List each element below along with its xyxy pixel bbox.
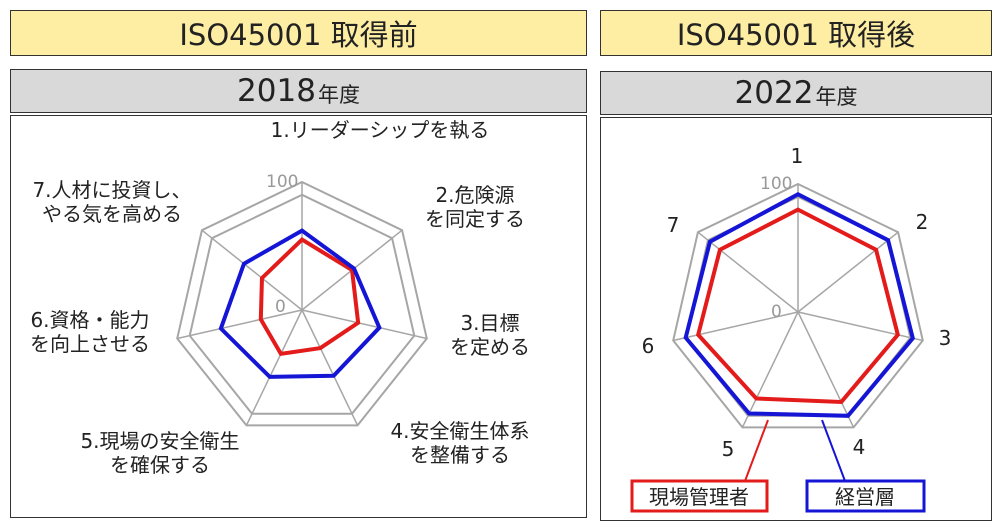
radar-spoke: [301, 309, 359, 426]
tick-label-0: 0: [275, 297, 286, 317]
axis-label-7: やる気を高める: [42, 202, 182, 226]
series-executive-line: [218, 228, 382, 379]
radar-spoke: [301, 309, 427, 340]
right-year-bar: 2022 年度: [600, 71, 992, 115]
legend-box-executive: [805, 479, 926, 513]
radar-spoke: [177, 309, 303, 340]
axis-label-3: 3: [939, 326, 952, 350]
legend-leader-executive: [821, 419, 846, 482]
axis-label-5: 5.現場の安全衛生: [80, 429, 239, 453]
axis-label-4: 4: [853, 435, 866, 459]
left-year-suffix: 年度: [317, 83, 360, 107]
axis-label-6: 6.資格・能力: [30, 308, 149, 332]
axis-label-4: を整備する: [410, 443, 510, 467]
right-header-text: ISO45001 取得後: [676, 18, 916, 52]
radar-spoke: [797, 311, 923, 342]
right-year-suffix: 年度: [815, 85, 858, 109]
legend-leader-manager: [744, 419, 769, 482]
radar-ring-2: [188, 193, 416, 415]
left-year: 2018: [237, 73, 316, 109]
right-header: ISO45001 取得後: [600, 10, 992, 56]
axis-label-7: 7.人材に投資し、: [32, 178, 191, 202]
axis-label-2: 2.危険源: [435, 183, 514, 207]
radar-spoke: [797, 231, 899, 313]
axis-label-2: を同定する: [425, 207, 525, 231]
axis-label-6: を向上させる: [30, 332, 150, 356]
radar-ring-1: [672, 182, 924, 429]
tick-label-0: 0: [771, 302, 782, 322]
series-executive-line: [683, 191, 915, 418]
axis-label-3: 3.目標: [460, 311, 519, 335]
axis-label-1: 1.リーダーシップを執る: [271, 118, 490, 142]
radar-spoke: [201, 229, 303, 311]
left-year-bar: 2018 年度: [10, 69, 587, 113]
legend-manager-label: 現場管理者: [649, 485, 749, 509]
left-header: ISO45001 取得前: [10, 10, 587, 56]
radar-spoke: [245, 309, 303, 426]
tick-label-100: 100: [266, 172, 298, 192]
axis-label-5: を確保する: [110, 453, 210, 477]
axis-label-2: 2: [916, 210, 929, 234]
series-manager-line: [695, 207, 901, 404]
axis-label-7: 7: [667, 213, 680, 237]
radar-ring-1: [176, 180, 428, 427]
series-manager-line: [258, 237, 361, 356]
radar-spoke: [741, 311, 799, 428]
left-header-text: ISO45001 取得前: [179, 18, 418, 52]
axis-label-3: を定める: [450, 335, 530, 359]
axis-label-1: 1: [791, 144, 804, 168]
tick-label-100: 100: [760, 174, 792, 194]
right-year: 2022: [734, 75, 814, 111]
radar-spoke: [697, 231, 799, 313]
axis-label-6: 6: [642, 334, 655, 358]
legend-executive-label: 経営層: [835, 485, 895, 509]
radar-spoke: [797, 311, 855, 428]
axis-label-4: 4.安全衛生体系: [390, 419, 529, 443]
axis-label-5: 5: [722, 437, 735, 461]
radar-spoke: [673, 311, 799, 342]
legend-box-manager: [630, 479, 769, 513]
